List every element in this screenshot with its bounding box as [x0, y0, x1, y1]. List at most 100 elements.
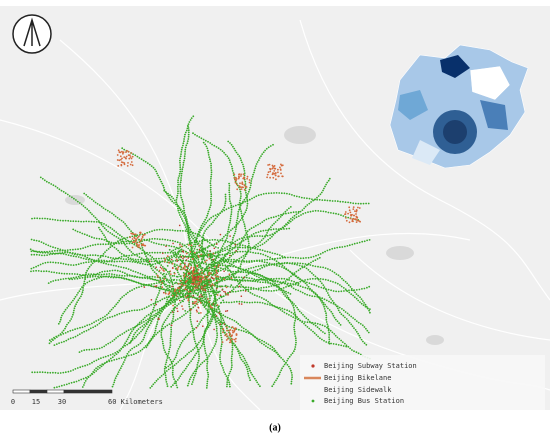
bus-station — [64, 249, 66, 252]
bus-station — [210, 199, 213, 202]
central-point — [202, 256, 205, 258]
bus-station — [216, 254, 219, 257]
bus-station — [104, 362, 106, 364]
central-point — [208, 245, 210, 247]
bus-station — [197, 291, 200, 294]
bus-station — [294, 314, 297, 317]
bus-station — [216, 336, 218, 339]
bus-station — [232, 253, 234, 256]
bus-station — [77, 275, 80, 278]
bus-station — [63, 384, 66, 386]
bus-station — [262, 264, 265, 267]
bus-station — [51, 253, 54, 256]
bus-station — [293, 333, 296, 335]
bus-station — [164, 251, 167, 254]
bus-station — [214, 238, 216, 241]
bus-station — [174, 300, 177, 303]
central-point — [188, 296, 191, 299]
bus-station — [231, 227, 234, 230]
bus-station — [81, 276, 84, 279]
bus-station — [122, 242, 125, 244]
bus-station — [79, 288, 82, 290]
bus-station — [328, 331, 330, 334]
bus-station — [98, 204, 101, 207]
bus-station — [283, 291, 286, 293]
bus-station — [347, 284, 350, 287]
bus-station — [175, 254, 178, 256]
central-point — [208, 301, 211, 303]
bus-station — [262, 278, 265, 280]
bus-station — [284, 280, 287, 282]
bus-station — [139, 258, 142, 261]
bus-station — [132, 328, 135, 331]
bus-station — [285, 296, 288, 299]
bus-station — [241, 217, 243, 220]
bus-station — [262, 289, 265, 292]
bus-station — [266, 258, 269, 261]
bus-station — [118, 218, 121, 221]
bus-station — [323, 298, 326, 301]
bus-station — [206, 302, 209, 304]
bus-station — [292, 313, 295, 315]
bus-station — [322, 331, 324, 333]
bus-station — [125, 355, 128, 358]
bus-station — [173, 358, 176, 361]
bus-station — [236, 279, 239, 282]
bus-station — [322, 266, 324, 269]
central-point — [208, 257, 211, 260]
bus-station — [250, 234, 253, 237]
bus-station — [188, 305, 191, 308]
bus-station — [259, 385, 261, 388]
bus-station — [170, 326, 173, 329]
bus-station — [143, 260, 145, 263]
bus-station — [247, 244, 250, 247]
bus-station — [46, 217, 49, 220]
central-point — [199, 272, 202, 275]
bus-station — [152, 266, 155, 268]
road — [59, 39, 261, 411]
bus-station — [180, 277, 183, 280]
bus-station — [194, 236, 196, 239]
bus-station — [80, 275, 82, 277]
bus-station — [272, 383, 275, 386]
central-point — [213, 284, 215, 287]
bus-station — [216, 317, 219, 320]
bikelane-point — [271, 164, 274, 167]
bus-station — [84, 206, 87, 209]
bus-station — [210, 223, 213, 226]
bus-station — [170, 245, 173, 248]
bus-station — [279, 308, 282, 311]
bus-station — [339, 311, 341, 314]
central-point — [196, 251, 198, 254]
bikelane-point — [281, 175, 284, 178]
bus-station — [79, 277, 81, 279]
bus-station — [111, 385, 114, 388]
bus-station — [116, 301, 119, 304]
central-point — [201, 281, 204, 284]
bus-station — [294, 346, 297, 348]
bus-station — [84, 278, 86, 281]
bus-station — [292, 287, 295, 290]
bus-station — [112, 213, 115, 216]
bus-station — [135, 235, 138, 238]
bus-station — [253, 245, 256, 248]
bus-station — [231, 344, 234, 347]
bus-station — [309, 270, 311, 273]
bus-station — [212, 347, 215, 349]
bus-station — [281, 307, 284, 310]
bus-station — [287, 285, 290, 288]
bus-station — [228, 325, 231, 328]
bus-station — [169, 194, 171, 197]
central-point — [211, 283, 214, 286]
bus-station — [358, 288, 361, 291]
bus-station — [188, 121, 191, 123]
bus-station — [195, 239, 198, 242]
bus-station — [228, 195, 231, 198]
bus-station — [221, 264, 224, 267]
bus-station — [191, 381, 194, 383]
bus-station — [62, 329, 65, 332]
bus-station — [112, 353, 114, 355]
bus-station — [275, 215, 277, 218]
bikelane-point — [129, 236, 132, 239]
bus-station — [78, 379, 80, 382]
